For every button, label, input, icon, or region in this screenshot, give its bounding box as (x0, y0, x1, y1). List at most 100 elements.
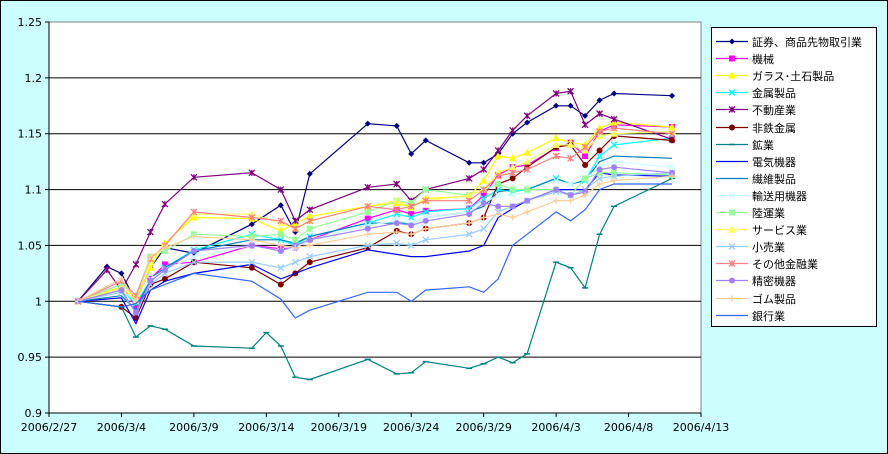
data-point (523, 112, 531, 120)
data-point (277, 231, 284, 238)
data-point (190, 233, 197, 240)
data-point (291, 225, 299, 233)
legend-swatch (716, 71, 748, 79)
series-line (77, 172, 673, 325)
data-point (248, 169, 256, 177)
data-point (669, 92, 676, 99)
data-point (132, 260, 140, 268)
series-14 (74, 164, 676, 316)
legend-swatch (716, 55, 748, 62)
legend-label: 非鉄金属 (752, 121, 796, 135)
legend-swatch (716, 89, 748, 97)
legend-label: 証券、商品先物取引業 (752, 36, 862, 49)
data-point (277, 264, 285, 272)
data-point (480, 225, 488, 233)
legend-marker (729, 124, 735, 130)
legend-label: 金属製品 (752, 87, 796, 101)
legend-item: その他金融業 (712, 255, 876, 272)
data-point (610, 115, 618, 123)
data-point (610, 172, 618, 180)
y-tick-label: 1.2 (25, 72, 43, 85)
x-tick-label: 2006/4/3 (531, 421, 580, 434)
data-point (407, 214, 415, 221)
data-point (596, 174, 604, 182)
data-point (669, 169, 676, 176)
data-point (610, 158, 618, 166)
legend-swatch (716, 38, 748, 45)
data-point (364, 241, 372, 249)
data-point (277, 217, 285, 225)
legend-marker (729, 55, 735, 62)
x-tick-label: 2006/2/27 (21, 421, 77, 434)
data-point (364, 120, 371, 127)
data-point (596, 152, 604, 160)
data-point (103, 266, 111, 274)
legend-label: 小売業 (752, 241, 785, 255)
y-tick-label: 0.95 (18, 351, 43, 364)
legend-label: ゴム製品 (752, 292, 796, 306)
legend-marker (729, 38, 735, 45)
data-point (509, 191, 517, 199)
data-point (611, 177, 618, 184)
data-point (596, 110, 604, 118)
data-point (523, 166, 531, 173)
data-point (669, 137, 676, 144)
data-point (480, 214, 487, 221)
legend-marker (728, 225, 736, 233)
data-point (509, 175, 516, 182)
data-point (393, 229, 400, 236)
data-point (190, 258, 198, 266)
data-point (596, 166, 603, 173)
data-point (466, 211, 473, 218)
legend-item: 金属製品 (712, 84, 876, 101)
legend-label: 銀行業 (752, 309, 785, 323)
legend-item: 輸送用機器 (712, 187, 876, 204)
data-point (277, 186, 285, 194)
data-point (553, 197, 560, 204)
data-point (669, 173, 676, 180)
data-point (465, 174, 473, 182)
data-point (567, 102, 574, 109)
data-point (552, 140, 561, 148)
legend-marker (728, 243, 736, 251)
data-point (552, 152, 560, 160)
data-point (248, 236, 255, 243)
data-point (306, 242, 313, 249)
y-tick-label: 1.15 (18, 128, 43, 141)
x-tick-label: 2006/3/9 (169, 421, 218, 434)
legend-label: 陸運業 (752, 207, 785, 220)
data-point (494, 147, 502, 154)
data-point (567, 87, 575, 95)
data-point (364, 183, 372, 191)
data-point (523, 157, 532, 165)
data-point (611, 169, 618, 176)
x-tick-label: 2006/4/13 (673, 421, 729, 434)
y-tick-label: 0.9 (25, 407, 43, 420)
data-point (306, 253, 314, 261)
data-point (277, 248, 284, 255)
legend-item: ゴム製品 (712, 290, 876, 307)
data-point (408, 211, 415, 218)
series-7 (77, 172, 673, 325)
legend-label: サービス業 (752, 224, 807, 238)
data-point (553, 186, 560, 193)
data-point (190, 253, 198, 261)
data-point (161, 248, 168, 255)
data-point (393, 206, 401, 214)
data-point (422, 236, 430, 244)
legend-label: 電気機器 (752, 155, 796, 169)
data-point (408, 231, 415, 238)
data-point (581, 121, 589, 129)
legend-item: 精密機器 (712, 272, 876, 289)
data-point (161, 267, 168, 274)
data-point (552, 90, 560, 97)
data-point (277, 242, 284, 249)
data-point (132, 303, 139, 310)
data-point (292, 244, 299, 251)
legend-swatch (716, 295, 748, 301)
data-point (118, 270, 125, 277)
data-point (567, 154, 575, 162)
data-point (596, 180, 603, 187)
data-point (364, 208, 371, 215)
data-point (466, 159, 473, 166)
